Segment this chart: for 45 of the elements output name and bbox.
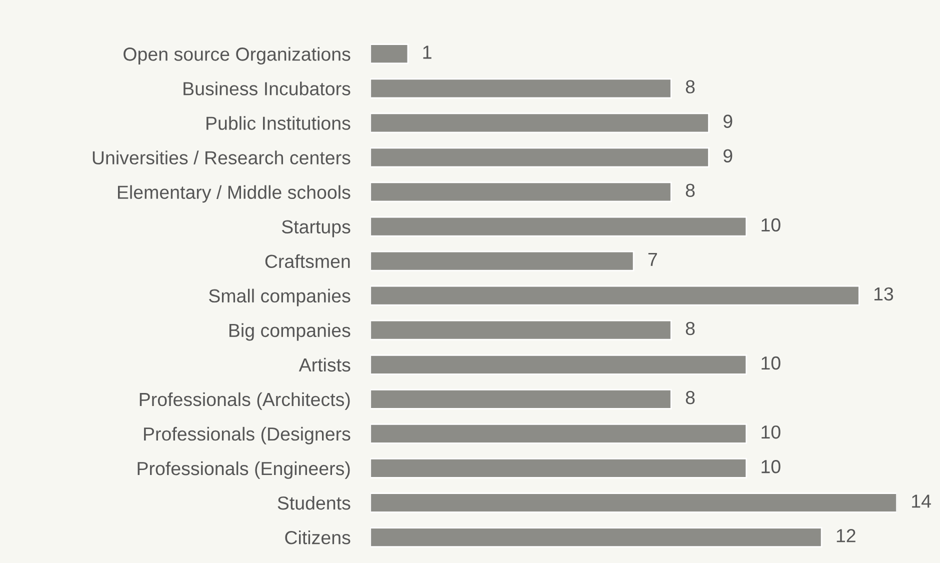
bar	[370, 78, 672, 99]
y-tick-label: Business Incubators	[184, 82, 350, 96]
data-label: 10	[762, 218, 780, 232]
data-label: 10	[762, 356, 780, 370]
y-tick-label: Public Institutions	[206, 116, 350, 130]
y-tick-label: Professionals (Designers	[144, 426, 350, 444]
y-tick-label: Professionals (Engineers)	[138, 461, 350, 479]
data-label: 8	[686, 80, 695, 94]
bar	[370, 250, 634, 272]
data-label: 14	[912, 494, 931, 508]
data-label: 8	[686, 184, 695, 198]
bar	[370, 112, 710, 134]
bar	[370, 492, 897, 513]
y-tick-label: Small companies	[209, 288, 350, 306]
data-label: 10	[762, 460, 780, 474]
y-tick-label: Citizens	[285, 530, 350, 544]
y-tick-label: Professionals (Architects)	[140, 392, 350, 410]
bar	[370, 147, 710, 168]
y-tick-label: Students	[278, 496, 350, 510]
data-label: 9	[724, 114, 732, 128]
data-label: 13	[874, 287, 894, 301]
data-label: 12	[836, 529, 856, 542]
y-tick-label: Startups	[282, 220, 350, 238]
bar	[370, 388, 672, 410]
bar	[370, 285, 860, 306]
data-label: 9	[724, 149, 732, 162]
data-label: 8	[686, 322, 695, 336]
data-label: 1	[423, 46, 432, 59]
y-tick-label: Big companies	[229, 323, 350, 341]
y-tick-label: Artists	[298, 358, 350, 372]
y-tick-label: Open source Organizations	[124, 47, 350, 65]
y-tick-label: Universities / Research centers	[92, 150, 350, 164]
bar	[370, 424, 748, 444]
bar	[370, 354, 748, 375]
bar	[370, 216, 748, 237]
bar	[370, 527, 822, 548]
bar	[370, 458, 748, 478]
bar	[370, 320, 672, 340]
bar	[370, 182, 672, 202]
bar	[370, 44, 409, 64]
data-label: 8	[686, 390, 695, 404]
data-label: 7	[648, 252, 657, 266]
y-tick-label: Elementary / Middle schools	[118, 185, 350, 203]
y-tick-label: Craftsmen	[265, 254, 350, 268]
data-label: 10	[762, 425, 780, 439]
